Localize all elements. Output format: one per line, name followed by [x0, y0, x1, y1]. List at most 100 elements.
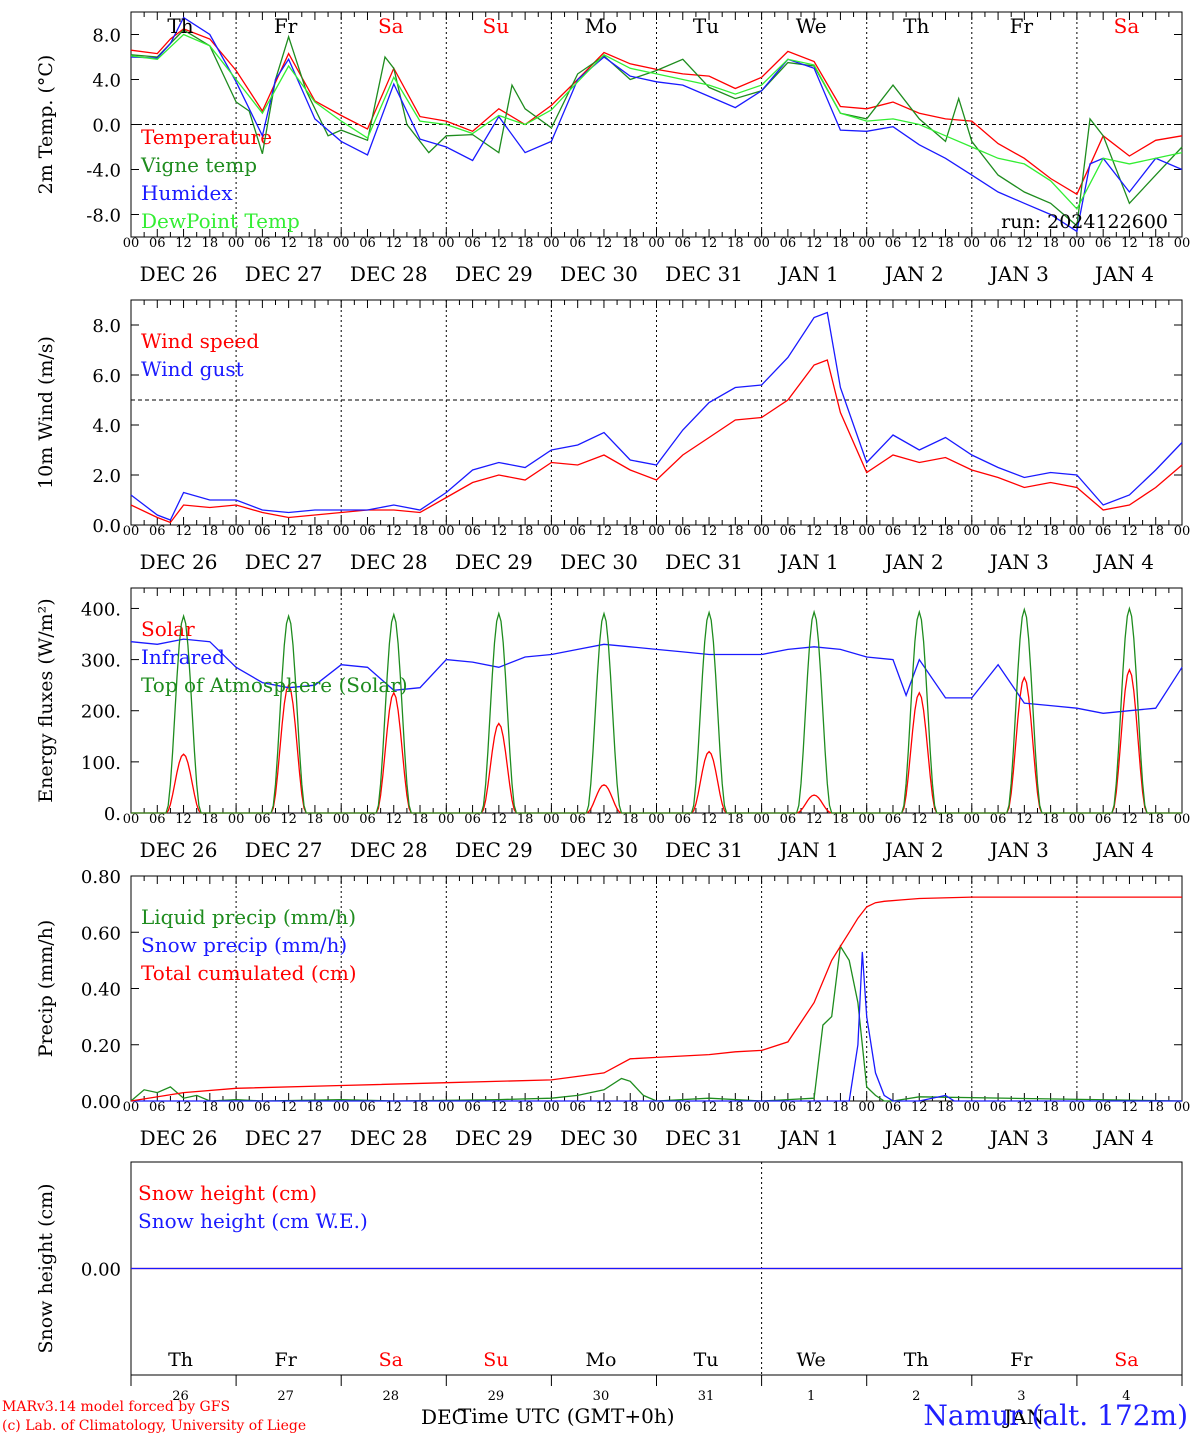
hour-tick-label: 06 [990, 812, 1007, 827]
hour-tick-label: 18 [307, 236, 324, 251]
y-tick-label: 400. [81, 599, 121, 620]
hour-tick-label: 00 [648, 812, 665, 827]
hour-tick-label: 00 [1174, 236, 1191, 251]
hour-tick-label: 00 [543, 524, 560, 539]
hour-tick-label: 12 [385, 236, 402, 251]
y-tick-label: 0. [104, 804, 121, 825]
hour-tick-label: 06 [1095, 236, 1112, 251]
series-line-liquid-precip-mm-h- [130, 944, 1183, 1102]
day-name-bottom: Th [168, 1349, 193, 1371]
date-label: JAN 4 [1093, 262, 1154, 286]
hour-tick-label: 06 [464, 1100, 481, 1115]
hour-tick-label: 18 [307, 1100, 324, 1115]
legend-entry: Total cumulated (cm) [141, 961, 357, 985]
series-line-top-of-atmosphere-solar- [131, 606, 1182, 814]
hour-tick-label: 12 [1121, 524, 1138, 539]
chart-panel-2: 00 06 12 18 00 06 12 18 00 06 12 18 00 06 12 18 00 06 12 18… [35, 299, 1190, 574]
hour-tick-label: 12 [701, 524, 718, 539]
chart-panel-3: 00 06 12 18 00 06 12 18 00 06 12 18 00 06 12 18 00 06 12 18… [35, 587, 1190, 862]
hour-tick-label: 18 [517, 812, 534, 827]
hour-tick-label: 00 [1069, 236, 1086, 251]
hour-tick-label: 06 [359, 812, 376, 827]
day-name-top: Fr [1010, 14, 1034, 38]
series-line-dewpoint-temp [130, 33, 1183, 211]
hour-tick-label: 06 [254, 1100, 271, 1115]
day-number: 28 [382, 1389, 399, 1404]
hour-tick-label: 06 [149, 812, 166, 827]
day-name-top: Tu [693, 14, 719, 38]
day-name-bottom: Fr [1010, 1349, 1033, 1371]
hour-tick-label: 06 [359, 524, 376, 539]
hour-tick-label: 00 [964, 812, 981, 827]
hour-tick-label: 18 [1147, 524, 1164, 539]
hour-tick-label: 00 [1069, 812, 1086, 827]
date-label: DEC 29 [455, 1126, 533, 1150]
date-label: JAN 1 [778, 1126, 839, 1150]
day-number: 31 [698, 1389, 715, 1404]
hour-tick-label: 06 [149, 236, 166, 251]
y-tick-label: 6.0 [92, 366, 121, 387]
hour-tick-label: 12 [280, 236, 297, 251]
hour-tick-label: 18 [517, 524, 534, 539]
series-line-wind-speed [130, 359, 1183, 524]
date-label: DEC 31 [665, 838, 743, 862]
legend-entry: Snow precip (mm/h) [141, 933, 347, 957]
hour-tick-label: 12 [806, 812, 823, 827]
chart-panel-4: 00 06 12 18 00 06 12 18 00 06 12 18 00 06 12 18 00 06 12 18… [35, 867, 1190, 1150]
legend-entry: Humidex [141, 181, 233, 205]
y-tick-label: 0.0 [92, 116, 121, 137]
hour-tick-label: 18 [1147, 236, 1164, 251]
hour-tick-label: 18 [1147, 812, 1164, 827]
date-label: JAN 4 [1093, 1126, 1154, 1150]
hour-tick-label: 00 [543, 1100, 560, 1115]
day-number: 29 [488, 1389, 505, 1404]
hour-tick-label: 12 [911, 236, 928, 251]
y-tick-label: 200. [81, 702, 121, 723]
hour-tick-label: 12 [1121, 812, 1138, 827]
hour-tick-label: 00 [438, 524, 455, 539]
hour-tick-label: 06 [359, 1100, 376, 1115]
hour-tick-label: 06 [569, 1100, 586, 1115]
date-label: DEC 26 [140, 550, 218, 574]
day-number: 1 [807, 1389, 815, 1404]
series-line-wind-gust [130, 311, 1183, 521]
day-name-top: Mo [585, 14, 618, 38]
hour-tick-label: 00 [753, 236, 770, 251]
hour-tick-label: 00 [123, 524, 140, 539]
hour-tick-label: 18 [832, 236, 849, 251]
date-label: JAN 2 [883, 838, 944, 862]
date-label: JAN 1 [778, 550, 839, 574]
run-label: run: 2024122600 [1001, 211, 1168, 233]
hour-tick-label: 18 [202, 236, 219, 251]
hour-tick-label: 00 [228, 812, 245, 827]
day-number: 27 [277, 1389, 294, 1404]
date-label: DEC 28 [350, 838, 428, 862]
legend-entry: Wind speed [141, 329, 259, 353]
hour-tick-label: 12 [1016, 812, 1033, 827]
hour-tick-label: 18 [622, 1100, 639, 1115]
hour-tick-label: 18 [307, 524, 324, 539]
y-tick-label: 8.0 [92, 26, 121, 47]
hour-tick-label: 12 [1121, 236, 1138, 251]
y-axis-label: Precip (mm/h) [35, 920, 57, 1058]
date-label: DEC 27 [245, 262, 323, 286]
day-name-top: Sa [1114, 14, 1140, 38]
hour-tick-label: 06 [569, 524, 586, 539]
hour-tick-label: 06 [780, 524, 797, 539]
hour-tick-label: 00 [123, 812, 140, 827]
date-label: JAN 4 [1093, 550, 1154, 574]
date-label: DEC 31 [665, 1126, 743, 1150]
hour-tick-label: 00 [333, 236, 350, 251]
hour-tick-label: 06 [675, 524, 692, 539]
y-axis-label: Snow height (cm) [35, 1183, 57, 1353]
legend-entry: Infrared [141, 645, 225, 669]
hour-tick-label: 12 [911, 524, 928, 539]
hour-tick-label: 06 [359, 236, 376, 251]
hour-tick-label: 00 [333, 524, 350, 539]
date-label: DEC 29 [455, 262, 533, 286]
month-label-dec: DEC [421, 1405, 467, 1429]
series-line-temperature [130, 28, 1183, 196]
hour-tick-label: 06 [1095, 1100, 1112, 1115]
hour-tick-label: 00 [964, 236, 981, 251]
date-label: DEC 29 [455, 838, 533, 862]
